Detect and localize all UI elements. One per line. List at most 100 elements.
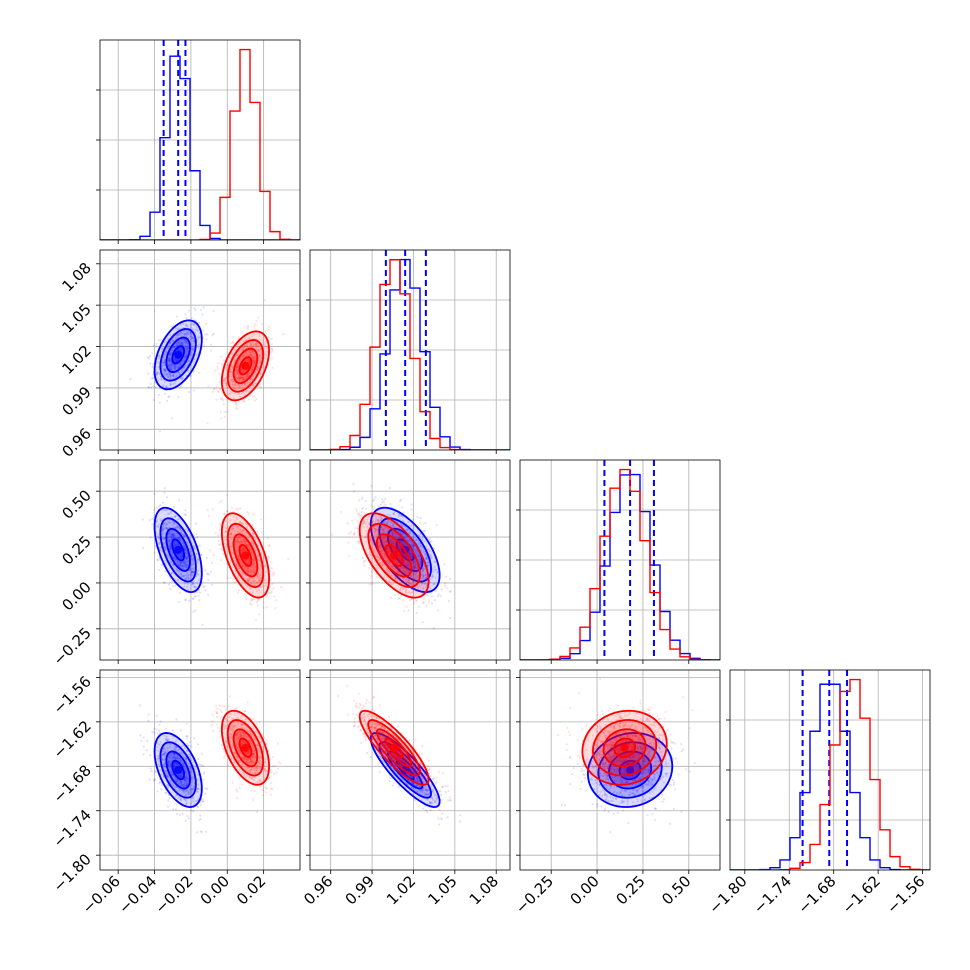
sample-point: [404, 559, 407, 562]
sample-point: [247, 398, 250, 401]
sample-point: [173, 366, 176, 369]
sample-point: [250, 603, 253, 606]
sample-point: [257, 599, 260, 602]
sample-point: [408, 581, 411, 584]
sample-point: [237, 536, 240, 539]
sample-point: [391, 524, 394, 527]
sample-point: [266, 596, 269, 599]
sample-point: [188, 755, 191, 758]
sample-point: [156, 519, 159, 522]
sample-point: [199, 817, 202, 820]
sample-point: [413, 562, 416, 565]
sample-point: [200, 830, 203, 834]
sample-point: [189, 331, 192, 334]
sample-point: [423, 597, 426, 600]
sample-point: [185, 557, 188, 560]
sample-point: [433, 560, 436, 563]
sample-point: [385, 535, 388, 538]
sample-point: [183, 545, 186, 548]
sample-point: [236, 366, 239, 369]
sample-point: [388, 550, 391, 553]
sample-point: [237, 558, 241, 561]
sample-point: [187, 360, 191, 363]
sample-point: [251, 368, 254, 371]
sample-point: [249, 573, 252, 576]
sample-point: [170, 758, 173, 761]
sample-point: [168, 763, 172, 766]
sample-point: [220, 417, 223, 420]
sample-point: [156, 371, 159, 374]
sample-point: [189, 574, 192, 577]
sample-point: [229, 532, 232, 535]
sample-point: [197, 783, 200, 786]
sample-point: [394, 549, 397, 552]
sample-point: [249, 380, 252, 383]
sample-point: [189, 784, 192, 787]
sample-point: [239, 375, 242, 378]
sample-point: [363, 560, 366, 563]
sample-point: [173, 752, 176, 756]
sample-point: [172, 383, 175, 386]
sample-point: [171, 325, 174, 328]
sample-point: [409, 553, 412, 556]
sample-point: [190, 768, 193, 771]
sample-point: [185, 329, 188, 332]
sample-point: [249, 582, 253, 585]
sample-point: [185, 323, 188, 326]
sample-point: [351, 519, 354, 522]
sample-point: [247, 570, 250, 573]
contour-line: [171, 345, 185, 365]
sample-point: [271, 582, 274, 585]
sample-point: [219, 548, 222, 551]
sample-point: [173, 536, 176, 539]
sample-point: [188, 548, 191, 551]
sample-point: [373, 514, 376, 517]
sample-point: [449, 590, 452, 593]
sample-point: [185, 333, 188, 336]
sample-point: [161, 528, 164, 531]
sample-point: [406, 529, 409, 532]
sample-point: [187, 577, 190, 580]
sample-point: [165, 770, 168, 773]
sample-point: [147, 357, 151, 360]
sample-point: [241, 355, 244, 358]
sample-point: [154, 386, 158, 389]
sample-point: [169, 510, 172, 513]
sample-point: [169, 546, 173, 549]
sample-point: [187, 346, 190, 349]
sample-point: [166, 783, 169, 786]
sample-point: [383, 537, 386, 540]
sample-point: [172, 752, 175, 755]
sample-point: [374, 528, 378, 531]
sample-point: [251, 359, 254, 362]
sample-point: [414, 562, 417, 565]
sample-point: [235, 371, 238, 374]
sample-point: [249, 567, 252, 571]
sample-point: [173, 365, 177, 368]
sample-point: [245, 598, 248, 601]
sample-point: [173, 764, 176, 767]
sample-point: [185, 774, 188, 777]
sample-point: [287, 557, 290, 561]
sample-point: [179, 564, 183, 567]
sample-point: [176, 543, 180, 546]
sample-point: [161, 347, 164, 351]
sample-point: [175, 375, 178, 378]
sample-point: [395, 536, 398, 539]
sample-point: [415, 576, 418, 579]
sample-point: [188, 569, 191, 572]
sample-point: [163, 362, 166, 365]
sample-point: [149, 754, 152, 757]
sample-point: [163, 368, 166, 371]
sample-point: [166, 774, 170, 777]
sample-point: [174, 584, 177, 587]
sample-point: [250, 345, 253, 348]
sample-point: [400, 540, 403, 543]
density-peak: [390, 551, 399, 560]
sample-point: [407, 520, 410, 524]
sample-point: [440, 588, 443, 591]
sample-point: [223, 380, 226, 383]
sample-point: [236, 541, 240, 544]
sample-point: [235, 572, 238, 575]
sample-point: [175, 567, 178, 571]
